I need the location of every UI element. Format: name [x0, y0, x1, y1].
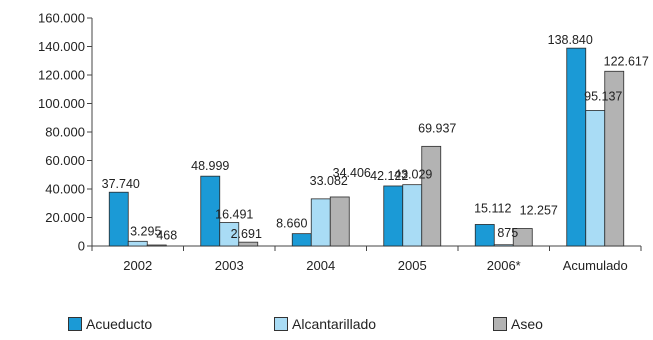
- data-label: 95.137: [584, 89, 622, 103]
- bar-aseo-2006: [512, 228, 533, 247]
- chart-axes: 0 20.000 40.000 60.000 80.000 100.000 120.000 1…: [38, 11, 642, 273]
- bar-aseo-acumulado: [604, 70, 625, 247]
- data-label: 48.999: [191, 159, 229, 173]
- y-tick-label: 140.000: [38, 39, 85, 54]
- bar-acueducto-2003: [200, 175, 221, 247]
- bar-acueducto-acumulado: [566, 47, 587, 247]
- data-label: 2.691: [231, 227, 262, 241]
- data-label: 138.840: [548, 33, 593, 47]
- y-tick-label: 80.000: [45, 125, 85, 140]
- data-label: 33.082: [310, 174, 348, 188]
- bar-alcantarillado-2005: [402, 184, 423, 247]
- x-tick-label: 2002: [123, 258, 152, 273]
- bar-acueducto-2004: [291, 233, 312, 247]
- bar-alcantarillado-2004: [310, 198, 331, 247]
- legend-item-aseo: Aseo: [493, 316, 543, 332]
- x-tick-label: 2003: [215, 258, 244, 273]
- y-tick-label: 100.000: [38, 96, 85, 111]
- x-tick-label: 2004: [306, 258, 335, 273]
- data-label: 34.406: [333, 166, 371, 180]
- data-label: 8.660: [276, 217, 307, 231]
- bar-aseo-2004: [329, 196, 350, 247]
- bar-alcantarillado-2002: [127, 240, 148, 247]
- chart-bars: [108, 47, 625, 247]
- data-label: 468: [156, 228, 177, 242]
- chart-data-labels: 37.740 48.999 8.660 42.122 15.112 138.840 3.29…: [102, 33, 649, 242]
- bar-alcantarillado-acumulado: [585, 110, 606, 247]
- data-label: 42.122: [370, 169, 408, 183]
- legend-swatch: [493, 317, 507, 331]
- legend-item-alcantarillado: Alcantarillado: [274, 316, 376, 332]
- bar-chart: 0 20.000 40.000 60.000 80.000 100.000 120.000 1…: [38, 11, 649, 274]
- bar-acueducto-2002: [108, 191, 129, 247]
- data-label: 15.112: [474, 201, 511, 215]
- y-tick-label: 0: [78, 239, 85, 254]
- bar-acueducto-2006: [474, 224, 495, 247]
- bar-aseo-2005: [421, 145, 442, 247]
- legend-label: Alcantarillado: [292, 316, 377, 332]
- legend-item-acueducto: Acueducto: [68, 316, 152, 332]
- bar-acueducto-2005: [383, 185, 404, 247]
- y-tick-label: 20.000: [45, 210, 85, 225]
- bar-aseo-2002: [146, 244, 167, 247]
- data-label: 122.617: [604, 54, 649, 68]
- x-tick-label: 2006*: [487, 258, 521, 273]
- data-label: 3.295: [130, 224, 161, 238]
- chart-legend: Acueducto Alcantarillado Aseo: [0, 316, 653, 340]
- y-tick-label: 120.000: [38, 68, 85, 83]
- bar-aseo-2003: [238, 241, 259, 247]
- y-tick-label: 160.000: [38, 11, 85, 26]
- legend-swatch: [274, 317, 288, 331]
- data-label: 12.257: [520, 204, 558, 218]
- legend-swatch: [68, 317, 82, 331]
- bar-alcantarillado-2003: [219, 222, 240, 247]
- data-label: 875: [497, 226, 518, 240]
- y-tick-label: 40.000: [45, 182, 85, 197]
- data-label: 43.029: [394, 168, 432, 182]
- data-label: 37.740: [102, 177, 140, 191]
- legend-label: Aseo: [511, 316, 543, 332]
- legend-label: Acueducto: [86, 316, 153, 332]
- y-tick-label: 60.000: [45, 153, 85, 168]
- x-tick-label: 2005: [398, 258, 427, 273]
- data-label: 69.937: [418, 121, 456, 135]
- data-label: 16.491: [215, 208, 253, 222]
- bar-alcantarillado-2006: [493, 244, 514, 247]
- x-tick-label: Acumulado: [563, 258, 628, 273]
